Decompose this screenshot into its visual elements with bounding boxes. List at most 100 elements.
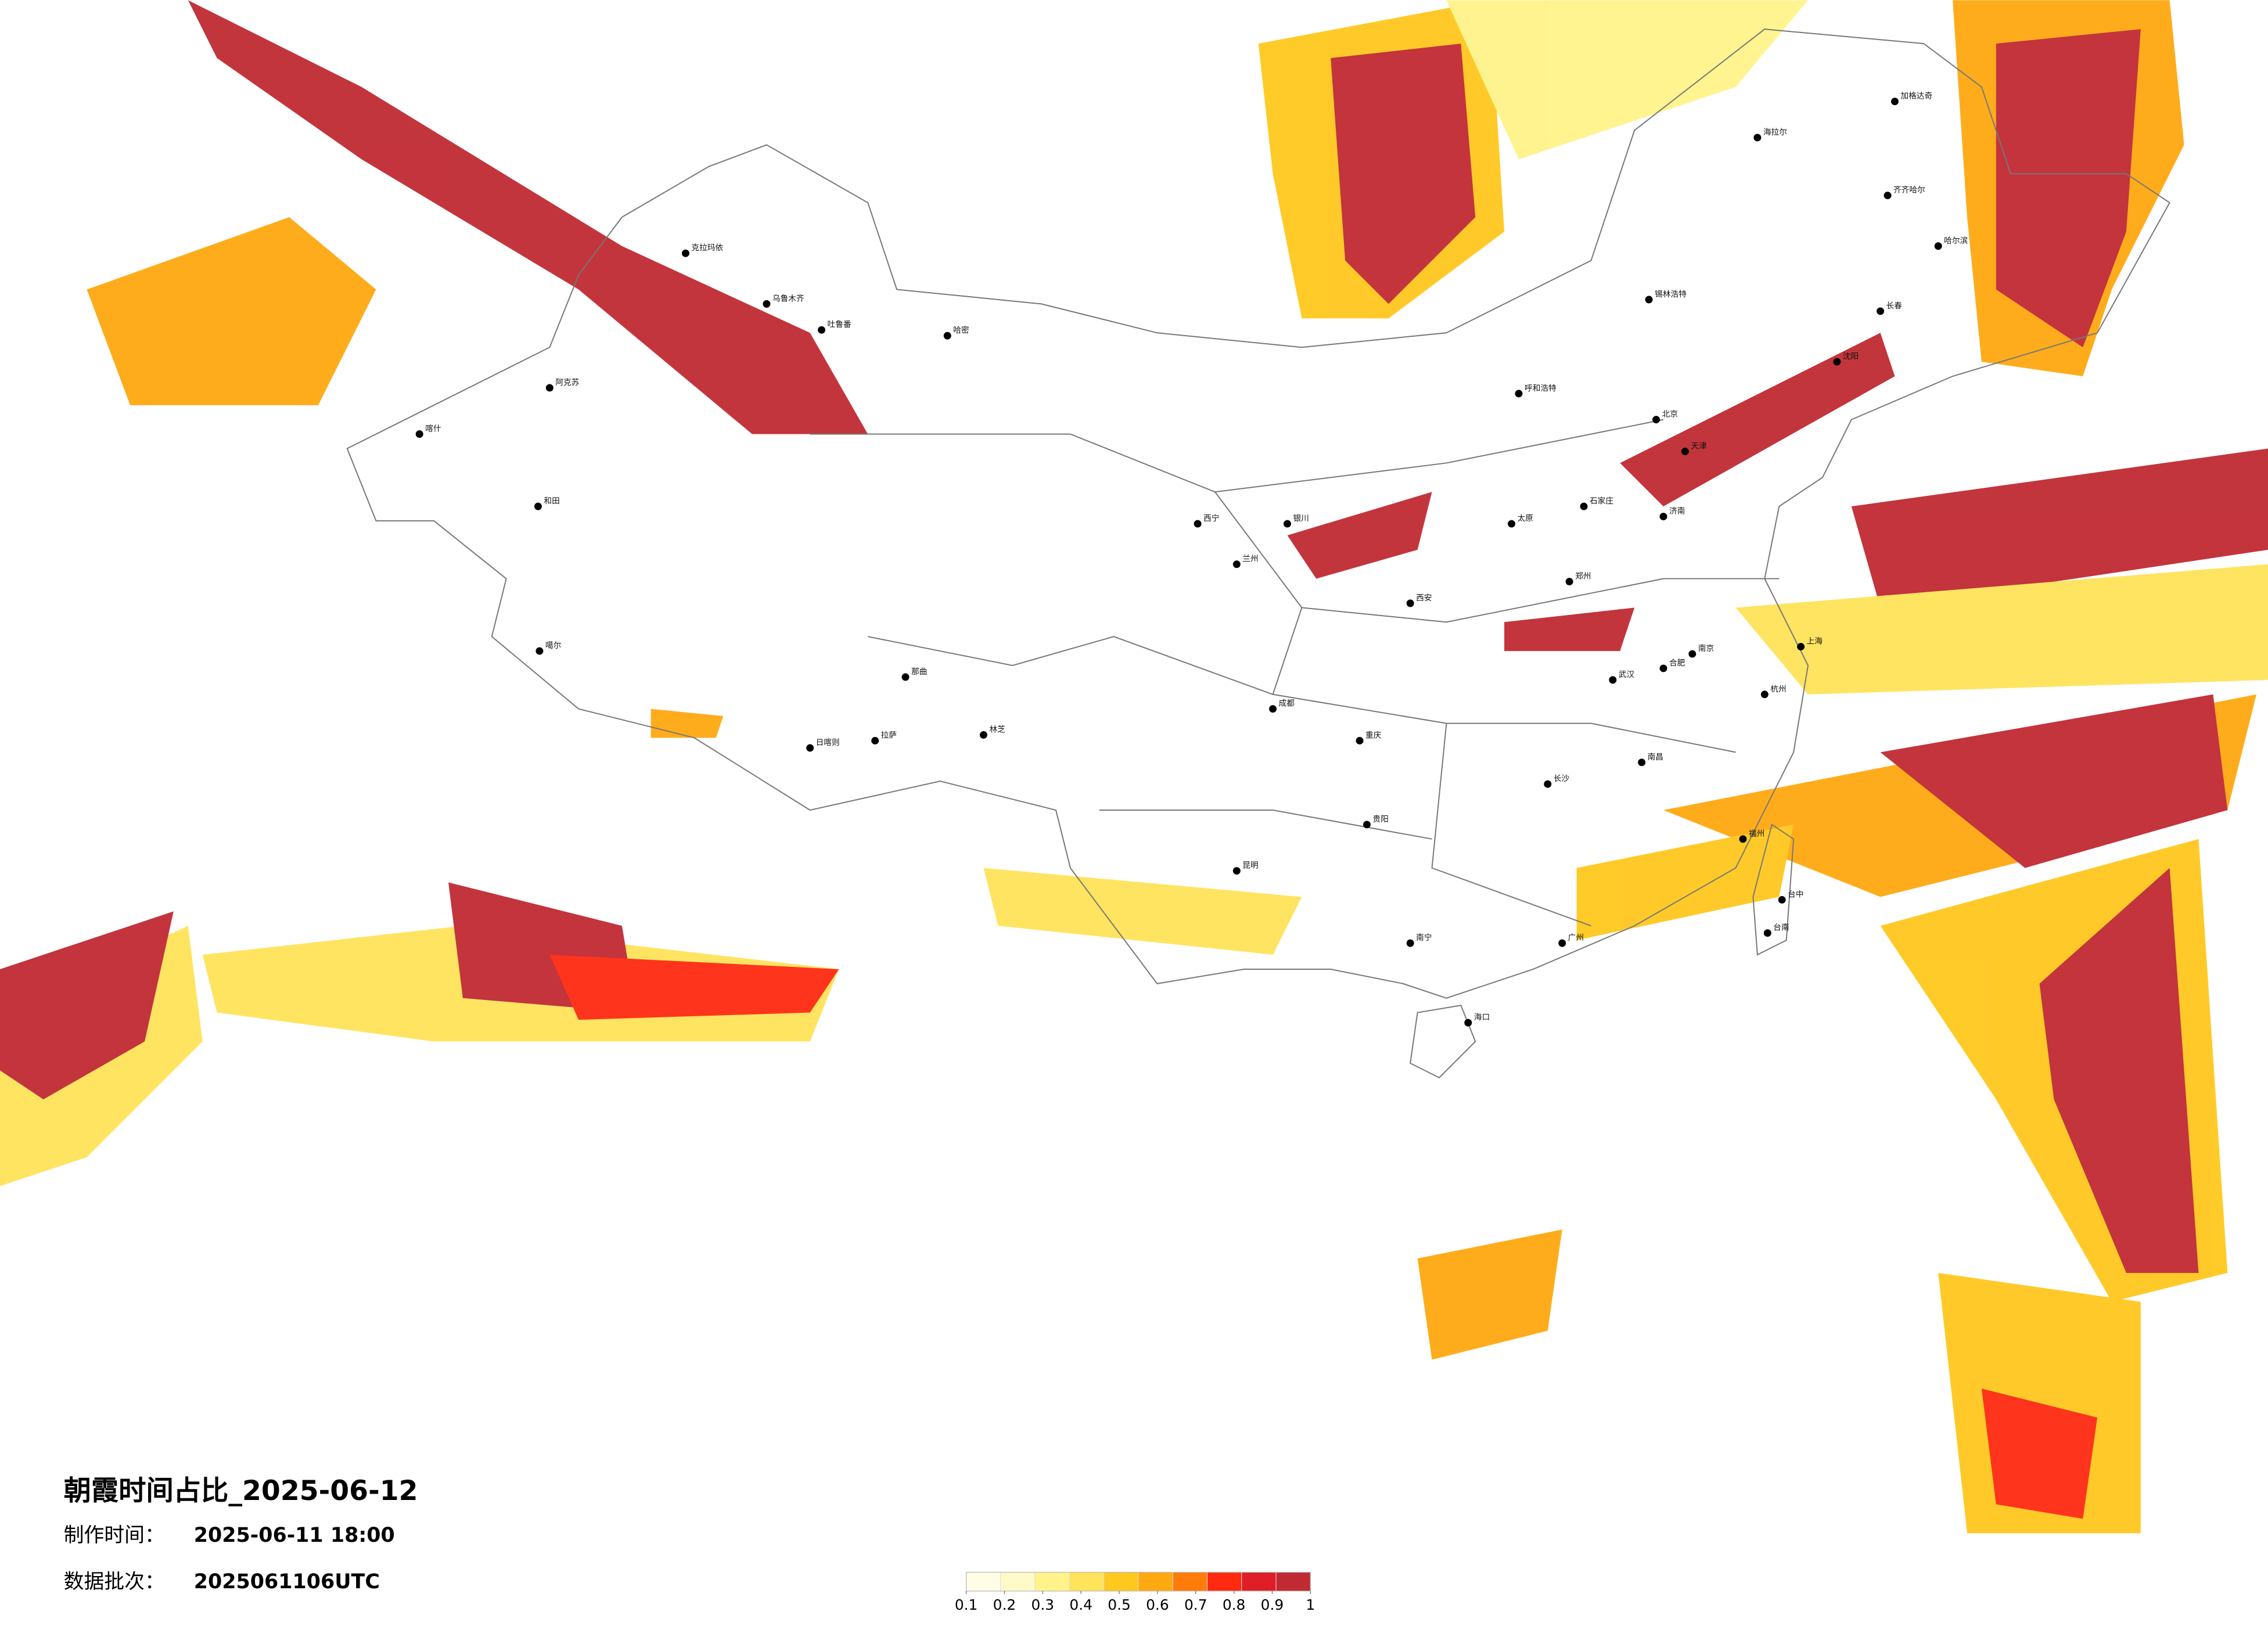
colorbar-tick-label: 0.5 [1108,1596,1131,1613]
city-label: 贵阳 [1372,815,1388,824]
city-dot [1356,737,1364,744]
city-label: 克拉玛依 [691,243,723,253]
city-dot [535,647,544,655]
city-dot [545,384,553,392]
city-label: 林芝 [989,725,1005,735]
city-label: 噶尔 [545,641,562,650]
city-label: 福州 [1749,829,1764,839]
colorbar: 0.1 0.2 0.3 0.4 0.5 0.6 0.7 0.8 0.9 1 [955,1571,1315,1613]
city-dot [1753,134,1762,142]
colorbar-tick-label: 0.2 [993,1596,1016,1613]
city-label: 银川 [1293,514,1309,523]
city-dot [1544,780,1552,788]
city-dot [1609,676,1617,684]
city-dot [806,744,814,752]
city-dot [1645,296,1653,304]
city-dot [1797,643,1805,651]
colorbar-cell [1069,1571,1105,1592]
city-dot [1638,758,1646,767]
colorbar-tick-label: 0.4 [1069,1596,1092,1613]
colorbar-cell [1207,1571,1242,1592]
city-label: 昆明 [1242,861,1258,870]
city-dot [1877,307,1885,315]
batch: 2025061106UTC [194,1570,380,1593]
colorbar-tick-label: 0.7 [1184,1596,1207,1613]
city-label: 太原 [1517,514,1533,523]
city-label: 合肥 [1669,659,1685,668]
city-label: 南昌 [1648,753,1663,762]
city-label: 和田 [544,497,559,506]
city-dot [1688,650,1696,658]
city-label: 西宁 [1203,513,1219,523]
city-label: 武汉 [1619,670,1635,679]
city-label: 呼和浩特 [1525,384,1557,393]
city-dot [871,737,879,744]
colorbar-cell [1034,1571,1070,1592]
city-label: 长春 [1886,301,1903,311]
colorbar-tick-label: 0.8 [1223,1596,1246,1613]
city-label: 西安 [1416,593,1432,603]
batch-label: 数据批次： [64,1570,165,1593]
city-label: 日喀则 [816,738,840,747]
city-label: 北京 [1662,410,1678,419]
city-dot [1760,690,1769,699]
city-label: 长沙 [1554,774,1570,783]
colorbar-tick-label: 1 [1306,1596,1315,1613]
city-dot [1778,895,1786,904]
city-dot [901,673,910,681]
city-label: 吐鲁番 [828,320,851,329]
city-label: 喀什 [425,425,441,434]
city-label: 齐齐哈尔 [1893,186,1925,195]
production-label: 制作时间： [64,1524,165,1547]
colorbar-tick-label: 0.6 [1146,1596,1169,1613]
city-dot [1508,520,1515,528]
colorbar-cell [966,1571,1001,1592]
colorbar-cell [1138,1571,1173,1592]
city-dot [980,731,987,739]
city-label: 阿克苏 [555,378,579,387]
city-dot [1739,835,1747,843]
city-dot [1652,416,1660,424]
colorbar-cell [1241,1571,1277,1592]
city-dot [415,430,423,438]
city-label: 台南 [1773,923,1789,933]
colorbar-cell [1172,1571,1208,1592]
city-label: 台中 [1788,890,1803,899]
city-label: 哈密 [953,325,969,335]
city-dot [681,249,689,257]
city-dot [1934,242,1942,250]
city-label: 锡林浩特 [1655,290,1687,299]
city-dot [1565,578,1573,586]
city-dot [1406,599,1414,607]
colorbar-tick-label: 0.9 [1261,1596,1284,1613]
city-dot [1558,939,1566,947]
city-dot [1406,939,1414,947]
city-dot [1284,520,1291,528]
city-dot [1681,447,1689,455]
city-label: 天津 [1691,441,1707,451]
city-label: 加格达奇 [1900,91,1932,101]
city-dot [763,300,771,308]
city-dot [1833,358,1841,366]
city-dot [1659,512,1667,520]
production-time: 2025-06-11 18:00 [194,1524,395,1547]
city-dot [1194,520,1202,528]
city-dot [1232,867,1241,875]
city-label: 石家庄 [1590,496,1613,506]
city-label: 沈阳 [1843,352,1859,361]
china-outline [346,28,2170,1078]
city-dot [1464,1019,1472,1027]
city-label: 乌鲁木齐 [772,294,804,303]
colorbar-cell [1104,1571,1139,1592]
city-label: 海口 [1474,1013,1490,1022]
sunrise-glow-field [0,0,2268,1534]
city-dot [1363,821,1371,829]
city-label: 哈尔滨 [1944,236,1968,246]
city-dot [1763,929,1771,937]
colorbar-cell [1275,1571,1311,1592]
city-label: 南宁 [1416,933,1432,942]
city-dot [534,502,542,510]
city-dot [943,332,951,340]
